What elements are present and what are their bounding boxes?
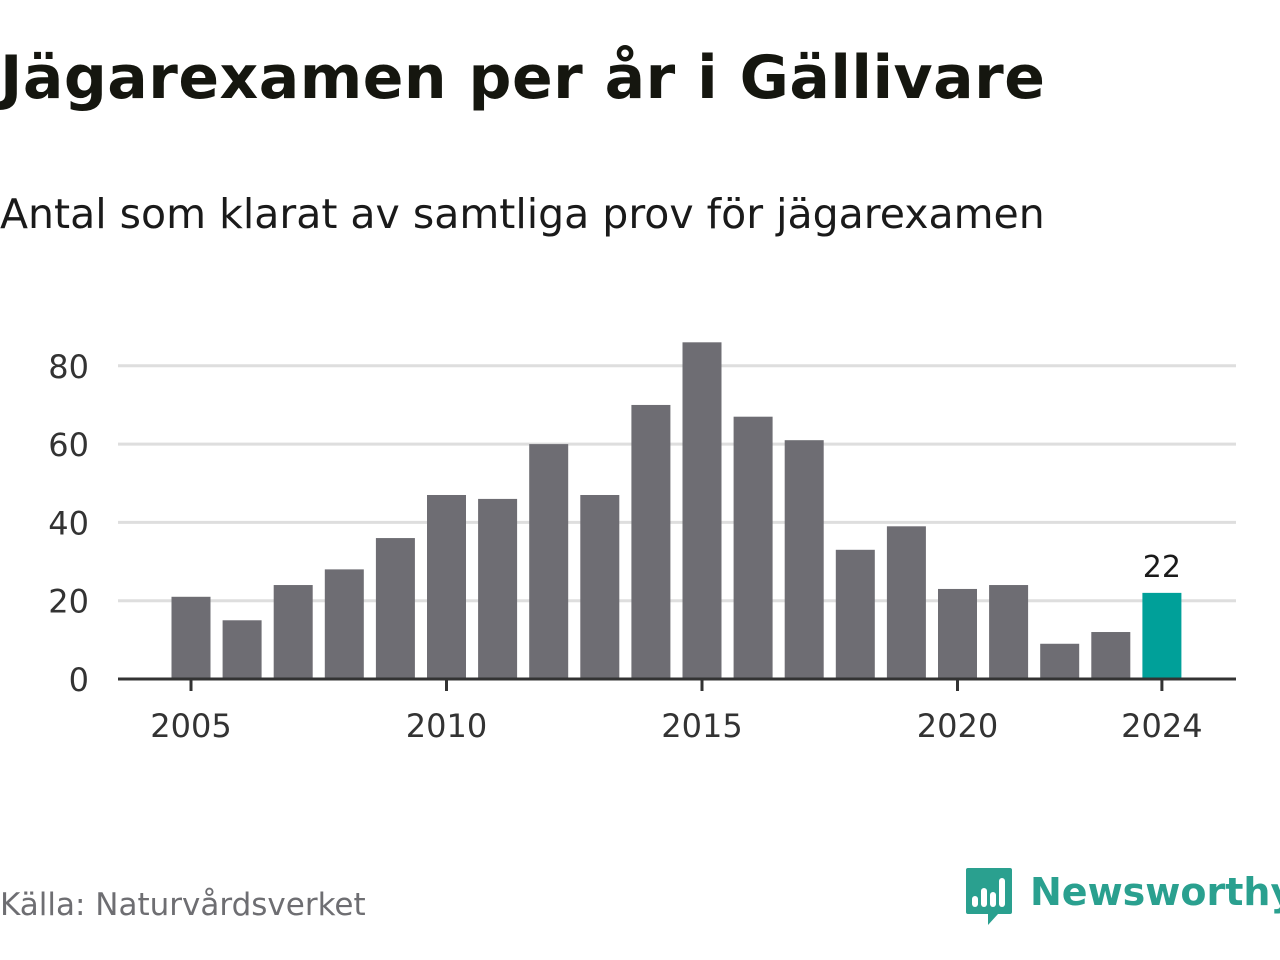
bar-2022 xyxy=(1040,643,1080,679)
bar-2024 xyxy=(1142,592,1182,679)
x-tick-label: 2024 xyxy=(1121,707,1202,745)
gridlines xyxy=(118,364,1236,603)
x-tick-label: 2010 xyxy=(406,707,487,745)
chart-title: Jägarexamen per år i Gällivare xyxy=(0,43,1046,113)
bar-2020 xyxy=(938,588,977,679)
bar-2016 xyxy=(733,416,773,679)
y-tick-label: 40 xyxy=(48,504,89,542)
bar-2015 xyxy=(682,342,722,679)
bar-2014 xyxy=(631,404,671,679)
bar-2012 xyxy=(529,444,569,679)
x-tick-label: 2020 xyxy=(917,707,998,745)
brand-logo: Newsworthy xyxy=(964,864,1280,928)
bars xyxy=(171,342,1182,679)
bar-2005 xyxy=(171,596,211,679)
bar-2006 xyxy=(222,620,262,679)
bar-2007 xyxy=(273,585,313,679)
bar-2017 xyxy=(784,440,824,679)
y-tick-label: 60 xyxy=(48,426,89,464)
y-tick-label: 0 xyxy=(69,661,89,699)
data-labels: 22 xyxy=(1143,550,1181,585)
bar-chart: 0 20 40 60 80 2005 2010 2015 2020 2024 22 xyxy=(48,342,1236,745)
bar-2010 xyxy=(427,494,466,679)
x-axis-ticks: 2005 2010 2015 2020 2024 xyxy=(150,679,1203,745)
y-tick-label: 20 xyxy=(48,583,89,621)
brand-name: Newsworthy xyxy=(1030,870,1280,914)
chart-subtitle: Antal som klarat av samtliga prov för jä… xyxy=(0,190,1045,238)
source-note: Källa: Naturvårdsverket xyxy=(0,887,366,923)
x-tick-label: 2005 xyxy=(150,707,231,745)
y-tick-label: 80 xyxy=(48,348,89,386)
x-tick-label: 2015 xyxy=(661,707,742,745)
bar-2018 xyxy=(835,549,875,679)
data-label: 22 xyxy=(1143,550,1181,585)
bar-2023 xyxy=(1091,632,1131,679)
bar-2011 xyxy=(478,498,518,679)
bar-2021 xyxy=(989,585,1029,679)
bar-2009 xyxy=(375,538,415,679)
bar-2013 xyxy=(580,494,620,679)
bar-2008 xyxy=(324,569,364,679)
bar-chart-speech-bubble-icon xyxy=(966,868,1012,925)
bar-2019 xyxy=(886,526,926,679)
y-axis-ticks: 0 20 40 60 80 xyxy=(48,348,89,699)
